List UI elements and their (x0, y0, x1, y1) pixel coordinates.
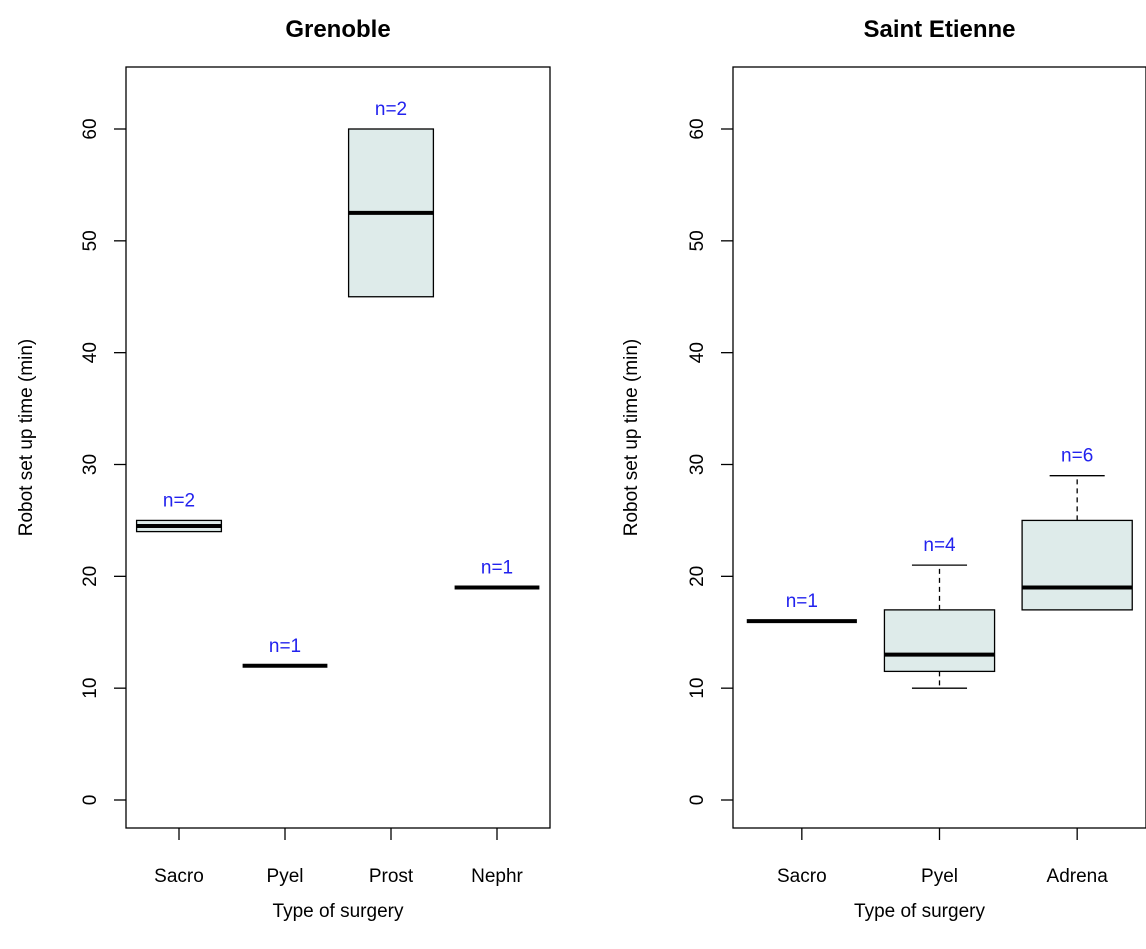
panel-saint-etienne: Saint Etienne 0 10 20 30 40 50 60 Robot set up t… (621, 16, 1146, 922)
y-tick-label: 0 (80, 795, 101, 806)
y-tick-label: 30 (80, 454, 101, 475)
x-tick-label: Adrena (1047, 866, 1109, 887)
box-prost: n=2 (349, 99, 434, 297)
box-sacro: n=1 (747, 591, 857, 621)
x-tick-label: Nephr (471, 866, 523, 887)
box-pyel: n=4 (884, 535, 994, 688)
y-tick-label: 10 (687, 678, 708, 699)
y-tick-label: 30 (687, 454, 708, 475)
y-tick-label: 60 (80, 118, 101, 139)
y-tick-label: 50 (687, 230, 708, 251)
x-tick-label: Sacro (777, 866, 827, 887)
box-adrena: n=6 (1022, 446, 1132, 610)
box-pyel: n=1 (243, 636, 328, 666)
box-body (1022, 520, 1132, 609)
box-sacro: n=2 (137, 490, 222, 531)
n-label: n=1 (269, 636, 301, 657)
y-tick-label: 10 (80, 678, 101, 699)
y-tick-label: 50 (80, 230, 101, 251)
x-tick-label: Prost (369, 866, 414, 887)
x-tick-label: Pyel (267, 866, 304, 887)
panel-grenoble: Grenoble 0 10 20 30 40 50 60 Robot set up time (… (16, 16, 550, 922)
n-label: n=1 (481, 558, 513, 579)
y-tick-label: 20 (687, 566, 708, 587)
y-axis-label: Robot set up time (min) (16, 339, 37, 536)
y-tick-label: 40 (80, 342, 101, 363)
box-body (884, 610, 994, 672)
n-label: n=2 (163, 490, 195, 511)
n-label: n=1 (786, 591, 818, 612)
y-axis-label: Robot set up time (min) (621, 339, 642, 536)
y-tick-label: 40 (687, 342, 708, 363)
x-axis-label: Type of surgery (273, 901, 404, 922)
y-tick-label: 0 (687, 795, 708, 806)
x-tick-label: Sacro (154, 866, 204, 887)
x-axis-label: Type of surgery (854, 901, 985, 922)
box-nephr: n=1 (455, 558, 540, 588)
y-tick-label: 20 (80, 566, 101, 587)
chart-title: Saint Etienne (863, 16, 1015, 43)
x-tick-label: Pyel (921, 866, 958, 887)
n-label: n=4 (923, 535, 956, 556)
y-tick-label: 60 (687, 118, 708, 139)
plot-frame (126, 67, 550, 828)
n-label: n=2 (375, 99, 407, 120)
n-label: n=6 (1061, 446, 1093, 467)
chart-title: Grenoble (285, 16, 390, 43)
